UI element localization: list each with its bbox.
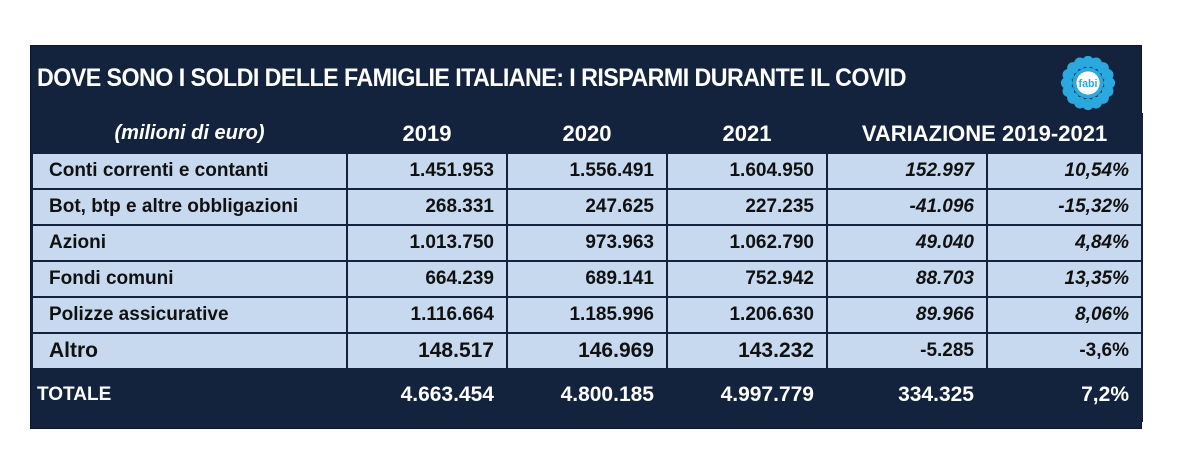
table-row: Fondi comuni 664.239 689.141 752.942 88.703 1… <box>31 260 1143 298</box>
row-label: Bot, btp e altre obbligazioni <box>31 188 348 226</box>
variation-pct: 10,54% <box>986 152 1143 190</box>
value-2021: 752.942 <box>666 260 828 298</box>
variation-abs: -5.285 <box>826 332 988 370</box>
header-2019: 2019 <box>346 113 508 154</box>
value-2021: 1.206.630 <box>666 296 828 334</box>
value-2019: 1.451.953 <box>346 152 508 190</box>
total-row: TOTALE 4.663.454 4.800.185 4.997.779 334… <box>31 368 1143 422</box>
value-2021: 1.604.950 <box>666 152 828 190</box>
row-label: Azioni <box>31 224 348 262</box>
variation-pct: -15,32% <box>986 188 1143 226</box>
value-2020: 1.185.996 <box>506 296 668 334</box>
header-2020: 2020 <box>506 113 668 154</box>
value-2019: 1.116.664 <box>346 296 508 334</box>
variation-abs: 152.997 <box>826 152 988 190</box>
savings-table: (milioni di euro) 2019 2020 2021 VARIAZI… <box>31 113 1143 422</box>
table-row: Conti correnti e contanti 1.451.953 1.556.… <box>31 152 1143 190</box>
value-2019: 148.517 <box>346 332 508 370</box>
row-label: Conti correnti e contanti <box>31 152 348 190</box>
value-2020: 689.141 <box>506 260 668 298</box>
total-label: TOTALE <box>31 368 348 422</box>
table-row: Azioni 1.013.750 973.963 1.062.790 49.040 4,8… <box>31 224 1143 262</box>
value-2020: 247.625 <box>506 188 668 226</box>
row-label: Fondi comuni <box>31 260 348 298</box>
value-2020: 973.963 <box>506 224 668 262</box>
variation-abs: 49.040 <box>826 224 988 262</box>
value-2021: 1.062.790 <box>666 224 828 262</box>
total-var-pct: 7,2% <box>986 368 1143 422</box>
table-title: DOVE SONO I SOLDI DELLE FAMIGLIE ITALIAN… <box>37 64 907 92</box>
variation-pct: 4,84% <box>986 224 1143 262</box>
variation-pct: 8,06% <box>986 296 1143 334</box>
title-band: DOVE SONO I SOLDI DELLE FAMIGLIE ITALIAN… <box>31 46 1141 113</box>
svg-text:fabi: fabi <box>1079 78 1098 90</box>
table-row: Altro 148.517 146.969 143.232 -5.285 -3,6% <box>31 332 1143 370</box>
value-2019: 268.331 <box>346 188 508 226</box>
fabi-logo-icon: fabi <box>1060 55 1116 111</box>
total-2020: 4.800.185 <box>506 368 668 422</box>
table-row: Bot, btp e altre obbligazioni 268.331 247.… <box>31 188 1143 226</box>
variation-pct: 13,35% <box>986 260 1143 298</box>
value-2020: 1.556.491 <box>506 152 668 190</box>
table-row: Polizze assicurative 1.116.664 1.185.996 1.… <box>31 296 1143 334</box>
value-2019: 1.013.750 <box>346 224 508 262</box>
logo-petal <box>1101 69 1114 81</box>
header-variation: VARIAZIONE 2019-2021 <box>826 113 1143 154</box>
value-2021: 227.235 <box>666 188 828 226</box>
variation-abs: 88.703 <box>826 260 988 298</box>
row-label: Altro <box>31 332 348 370</box>
total-2019: 4.663.454 <box>346 368 508 422</box>
total-2021: 4.997.779 <box>666 368 828 422</box>
row-label: Polizze assicurative <box>31 296 348 334</box>
unit-header: (milioni di euro) <box>31 113 348 154</box>
variation-abs: -41.096 <box>826 188 988 226</box>
header-2021: 2021 <box>666 113 828 154</box>
total-var-abs: 334.325 <box>826 368 988 422</box>
value-2021: 143.232 <box>666 332 828 370</box>
variation-abs: 89.966 <box>826 296 988 334</box>
value-2020: 146.969 <box>506 332 668 370</box>
variation-pct: -3,6% <box>986 332 1143 370</box>
savings-table-card: DOVE SONO I SOLDI DELLE FAMIGLIE ITALIAN… <box>30 45 1143 429</box>
value-2019: 664.239 <box>346 260 508 298</box>
header-row: (milioni di euro) 2019 2020 2021 VARIAZI… <box>31 113 1143 154</box>
